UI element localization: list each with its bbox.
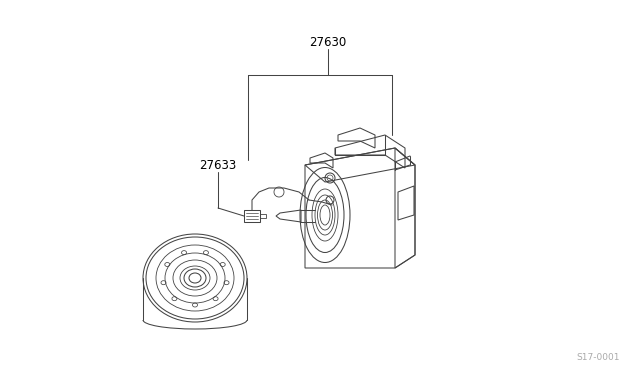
Text: S17-0001: S17-0001 xyxy=(577,353,620,362)
Text: 27633: 27633 xyxy=(200,158,237,171)
Text: 27630: 27630 xyxy=(309,35,347,48)
